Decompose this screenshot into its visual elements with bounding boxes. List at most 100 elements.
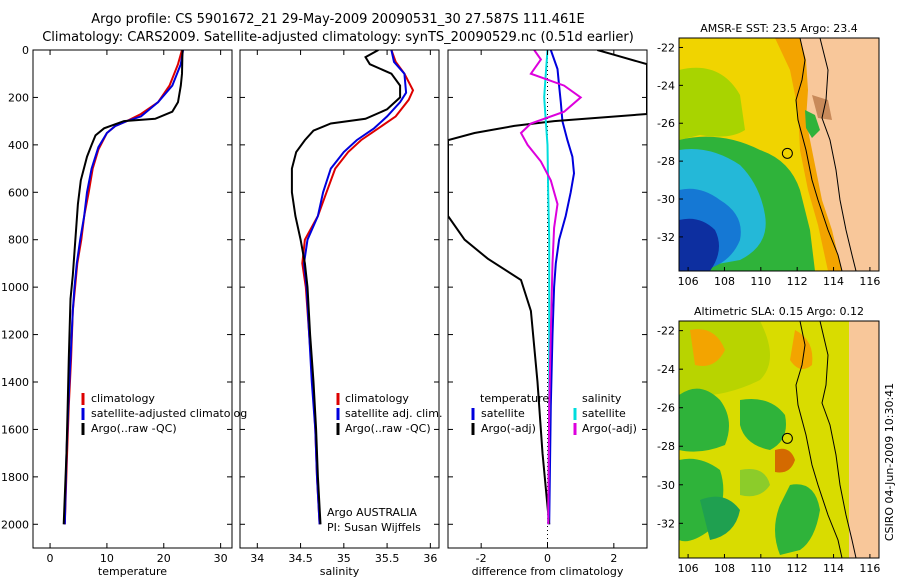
y-tick-label: 1000 xyxy=(1,281,29,294)
x-tick-label: 35 xyxy=(337,552,351,565)
x-tick-label: 30 xyxy=(214,552,228,565)
legend-label: Argo(..raw -QC) xyxy=(91,422,177,435)
sst-float-marker xyxy=(781,147,793,159)
x-tick-label: 36 xyxy=(423,552,437,565)
map-x-tick-label: 114 xyxy=(823,562,844,575)
map-y-tick-label: -26 xyxy=(657,117,675,130)
sst-map-title: AMSR-E SST: 23.5 Argo: 23.4 xyxy=(700,22,858,35)
map-y-tick-label: -22 xyxy=(657,325,675,338)
sst-coastline xyxy=(819,37,857,272)
x-tick-label: 20 xyxy=(157,552,171,565)
y-tick-label: 1400 xyxy=(1,376,29,389)
x-tick-label: 0 xyxy=(47,552,54,565)
temperature-xlabel: temperature xyxy=(98,565,167,578)
map-x-tick-label: 110 xyxy=(750,562,771,575)
x-tick-label: 10 xyxy=(100,552,114,565)
y-tick-label: 1800 xyxy=(1,471,29,484)
legend-label: satellite xyxy=(481,407,525,420)
map-y-tick-label: -30 xyxy=(657,193,675,206)
series-line-satellite xyxy=(543,50,551,525)
legend-header-temperature: temperature xyxy=(480,392,549,405)
temperature-legend: climatology satellite-adjusted climatolo… xyxy=(81,392,247,435)
map-y-tick-label: -32 xyxy=(657,231,675,244)
argo-agency-label: Argo AUSTRALIA xyxy=(327,506,417,519)
map-y-tick-label: -30 xyxy=(657,479,675,492)
legend-label: Argo(..raw -QC) xyxy=(345,422,431,435)
legend-header-salinity: salinity xyxy=(582,392,622,405)
series-line-argo-raw-qc- xyxy=(290,50,402,525)
map-x-tick-label: 116 xyxy=(859,275,880,288)
salinity-panel: 34 34.5 35 35.5 36 salinity xyxy=(239,49,440,578)
y-tick-label: 0 xyxy=(22,44,29,57)
salinity-legend: climatology satellite adj. clim. Argo(..… xyxy=(327,392,442,534)
title-line-1: Argo profile: CS 5901672_21 29-May-2009 … xyxy=(91,12,584,27)
map-y-tick-label: -32 xyxy=(657,517,675,530)
legend-label: satellite xyxy=(582,407,626,420)
map-x-tick-label: 106 xyxy=(678,562,699,575)
sst-map-frame xyxy=(678,37,880,272)
sla-float-marker xyxy=(781,432,793,444)
map-y-tick-label: -24 xyxy=(657,363,675,376)
y-tick-label: 600 xyxy=(8,186,29,199)
salinity-series-group xyxy=(290,50,415,525)
x-tick-label: 2 xyxy=(610,552,617,565)
series-line-argo-adj- xyxy=(519,50,583,525)
y-tick-label: 1600 xyxy=(1,423,29,436)
sla-map-title: Altimetric SLA: 0.15 Argo: 0.12 xyxy=(694,305,864,318)
legend-label: climatology xyxy=(345,392,409,405)
x-tick-label: -2 xyxy=(476,552,487,565)
y-tick-label: 800 xyxy=(8,234,29,247)
legend-label: Argo(-adj) xyxy=(582,422,637,435)
x-tick-label: 34.5 xyxy=(288,552,313,565)
series-line-satellite-adjusted-climatolog xyxy=(63,50,185,525)
y-tick-label: 400 xyxy=(8,139,29,152)
map-x-tick-label: 110 xyxy=(750,275,771,288)
map-y-tick-label: -28 xyxy=(657,440,675,453)
series-line-argo-adj- xyxy=(448,50,647,525)
legend-label: Argo(-adj) xyxy=(481,422,536,435)
series-line-satellite-adj-clim- xyxy=(302,50,408,525)
difference-legend: temperature salinity satellite Argo(-adj… xyxy=(471,392,637,435)
map-y-tick-label: -28 xyxy=(657,155,675,168)
map-x-tick-label: 114 xyxy=(823,275,844,288)
sst-field xyxy=(679,38,879,271)
sst-bathymetry-contour xyxy=(795,37,843,272)
map-x-tick-label: 108 xyxy=(714,562,735,575)
sla-bathymetry-contour xyxy=(795,320,843,559)
map-x-tick-label: 116 xyxy=(859,562,880,575)
x-tick-label: 35.5 xyxy=(375,552,400,565)
y-tick-label: 1200 xyxy=(1,329,29,342)
map-y-tick-label: -24 xyxy=(657,79,675,92)
salinity-xlabel: salinity xyxy=(320,565,360,578)
map-x-tick-label: 112 xyxy=(787,562,808,575)
series-line-argo-raw-qc- xyxy=(62,50,184,525)
legend-label: satellite-adjusted climatolog xyxy=(91,407,247,420)
temperature-series-group xyxy=(62,50,185,525)
map-x-tick-label: 108 xyxy=(714,275,735,288)
map-y-tick-label: -26 xyxy=(657,402,675,415)
sla-map: Altimetric SLA: 0.15 Argo: 0.12 106 108 11… xyxy=(657,305,880,575)
difference-series-group xyxy=(448,50,647,525)
map-x-tick-label: 106 xyxy=(678,275,699,288)
legend-label: satellite adj. clim. xyxy=(345,407,442,420)
sla-field xyxy=(679,321,879,558)
title-line-2: Climatology: CARS2009. Satellite-adjuste… xyxy=(42,30,634,45)
temperature-panel: 0 10 20 30 temperature 0 200 400 600 800 1000 1200 1… xyxy=(1,44,233,578)
sst-map-ticks: 106 108 110 112 114 116 -22 -24 -26 -28 -30 -32 xyxy=(657,41,880,288)
difference-xlabel: difference from climatology xyxy=(472,565,624,578)
legend-label: climatology xyxy=(91,392,155,405)
sla-map-frame xyxy=(678,320,880,559)
sla-coastline xyxy=(819,320,857,559)
temperature-axes-frame xyxy=(32,49,233,549)
y-tick-label: 2000 xyxy=(1,518,29,531)
series-line-climatology xyxy=(301,50,415,525)
map-x-tick-label: 112 xyxy=(787,275,808,288)
series-line-satellite xyxy=(548,50,576,525)
sst-map: AMSR-E SST: 23.5 Argo: 23.4 106 108 110 112… xyxy=(657,22,880,288)
argo-pi-label: PI: Susan Wijffels xyxy=(327,521,421,534)
y-tick-label: 200 xyxy=(8,91,29,104)
x-tick-label: 0 xyxy=(544,552,551,565)
salinity-axes-frame xyxy=(239,49,440,549)
